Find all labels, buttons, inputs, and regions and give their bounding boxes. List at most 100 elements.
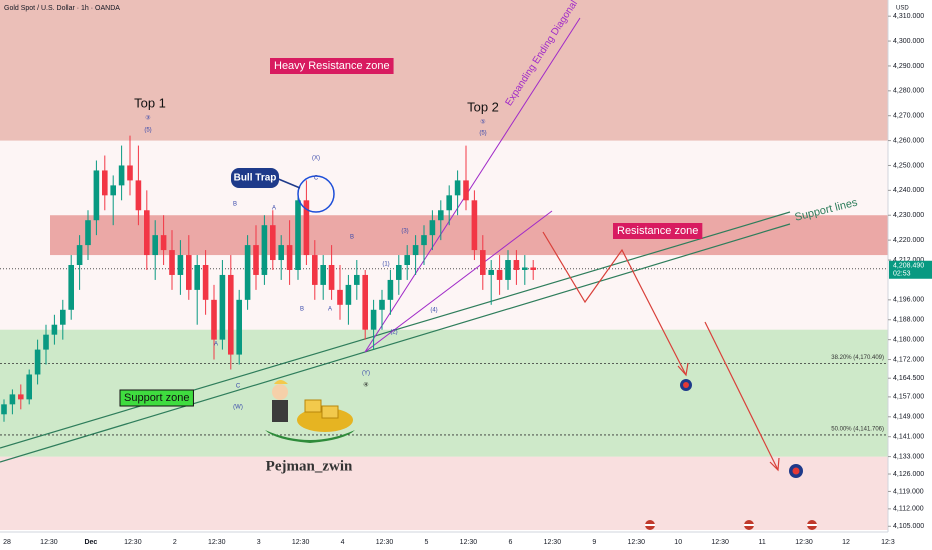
zone-label-box [270, 58, 394, 74]
price-badge [889, 260, 932, 279]
x-tick-label: 5 [425, 539, 429, 546]
candle-body [253, 245, 259, 275]
candle-body [152, 235, 158, 256]
x-tick-label: 12:30 [376, 539, 394, 546]
wave-label: A [272, 206, 276, 212]
wave-label: (4) [430, 308, 437, 314]
candle-body [60, 309, 66, 325]
target-icon [789, 464, 803, 478]
currency-label: USD [896, 6, 909, 12]
wave-label: (W) [233, 405, 243, 411]
top1-label: Top 1 [134, 95, 166, 110]
y-tick-label: 4,105.000 [893, 523, 924, 530]
wave-label: B [233, 202, 237, 208]
candle-body [18, 394, 24, 400]
wave-label: (5) [144, 128, 151, 134]
y-tick-label: 4,300.000 [893, 38, 924, 45]
x-tick-label: 2 [173, 539, 177, 546]
x-tick-label: Dec [84, 539, 97, 546]
candle-body [76, 245, 83, 265]
candle-body [480, 250, 486, 275]
y-tick-label: 4,290.000 [893, 63, 924, 70]
wave-label: (5) [479, 131, 486, 137]
diagonal-line [364, 210, 553, 353]
candle-body [278, 245, 284, 261]
y-tick-label: 4,196.000 [893, 297, 924, 304]
price-badge-label: 4,208.490 [893, 263, 924, 270]
candle-body [102, 170, 108, 196]
author-label: Pejman_zwin [266, 458, 353, 474]
candle-body [404, 255, 410, 265]
candle-body [471, 200, 478, 251]
candle-body [446, 195, 452, 211]
candle-body [488, 269, 494, 275]
candle-body [177, 255, 184, 275]
y-tick-label: 4,240.000 [893, 187, 924, 194]
candle-body [194, 265, 200, 290]
y-tick-label: 4,112.000 [893, 506, 924, 513]
flag-icon [645, 520, 655, 530]
x-tick-label: 10 [674, 539, 682, 546]
projection-path [704, 321, 779, 471]
candle-body [85, 220, 91, 246]
candle-body [328, 265, 335, 290]
x-tick-label: 12:30 [208, 539, 226, 546]
y-tick-label: 4,250.000 [893, 162, 924, 169]
callout-box [231, 168, 279, 188]
x-tick-label: 4 [341, 539, 345, 546]
candle-body [522, 267, 528, 270]
wave-label: (X) [312, 156, 320, 162]
candle-body [387, 279, 394, 300]
flag-icon [744, 520, 754, 530]
top2-label: Top 2 [467, 99, 499, 114]
candle-body [505, 260, 511, 280]
flag-icon [807, 520, 817, 530]
candle-body [370, 309, 377, 330]
candle-body [219, 274, 226, 340]
y-tick-label: 4,310.000 [893, 13, 924, 20]
wave-label: (3) [401, 229, 408, 235]
y-tick-label: 4,126.000 [893, 471, 924, 478]
y-tick-label: 4,188.000 [893, 317, 924, 324]
wave-label: ⑤ [480, 119, 485, 126]
y-tick-label: 4,133.000 [893, 453, 924, 460]
y-tick-label: 4,141.000 [893, 434, 924, 441]
wave-label: A [328, 307, 332, 313]
x-tick-label: 12:30 [292, 539, 310, 546]
x-tick-label: 12:30 [124, 539, 142, 546]
candle-body [43, 334, 49, 350]
zone-label: Support zone [124, 392, 189, 404]
candle-body [261, 225, 268, 275]
y-tick-label: 4,270.000 [893, 113, 924, 120]
bull-trap-circle [297, 175, 335, 213]
y-tick-label: 4,280.000 [893, 88, 924, 95]
projection-path [542, 231, 687, 376]
x-tick-label: 12:30 [40, 539, 58, 546]
wave-label: A [214, 342, 218, 348]
wave-label: ④ [363, 382, 368, 389]
x-tick-label: 12 [842, 539, 850, 546]
wave-label: ③ [145, 115, 150, 122]
candle-body [412, 245, 419, 256]
y-tick-label: 4,230.000 [893, 212, 924, 219]
candle-body [312, 255, 318, 285]
candle-body [135, 180, 142, 211]
wave-label: B [350, 235, 354, 241]
x-tick-label: 28 [3, 539, 11, 546]
wave-label: B [300, 307, 304, 313]
candle-body [51, 324, 58, 335]
callout-pointer [275, 177, 301, 189]
candle-body [286, 245, 293, 270]
wave-label: (2) [390, 330, 397, 336]
candle-body [362, 274, 368, 330]
candle-body [211, 299, 217, 340]
candle-body [295, 200, 301, 270]
y-tick-label: 4,149.000 [893, 414, 924, 421]
candle-body [345, 284, 352, 305]
arrow-head [677, 362, 689, 377]
candle-body [530, 267, 536, 270]
candle-body [513, 260, 520, 270]
candle-body [202, 265, 209, 300]
candle-body [396, 265, 402, 280]
